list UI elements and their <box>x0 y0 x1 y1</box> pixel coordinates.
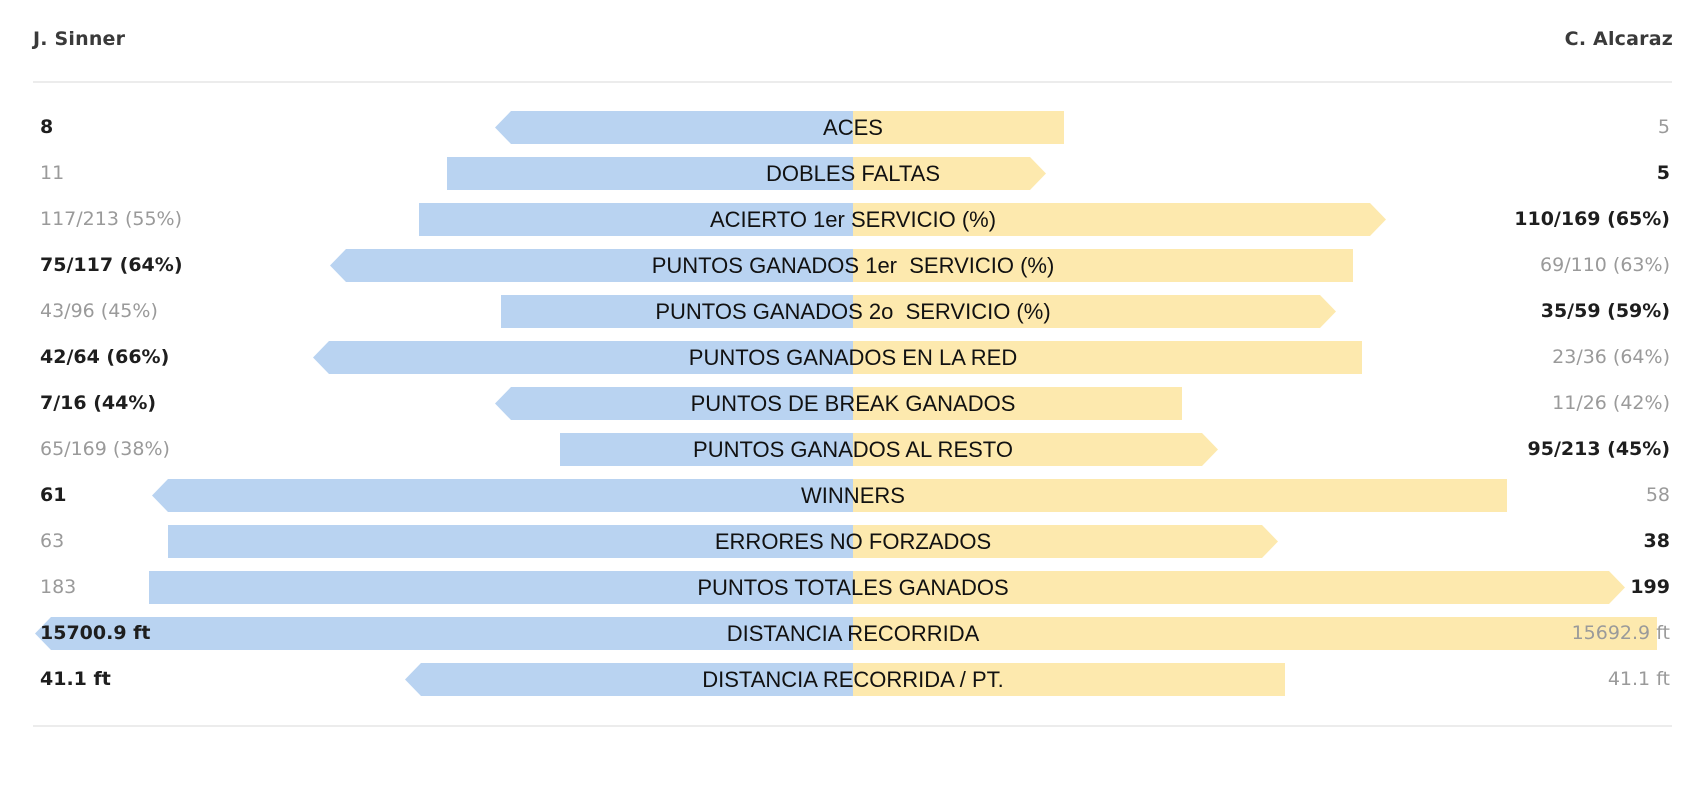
left-player-bar <box>152 479 853 512</box>
left-player-value: 75/117 (64%) <box>40 254 183 276</box>
footer-divider <box>33 725 1672 727</box>
left-player-value: 15700.9 ft <box>40 622 151 644</box>
right-player-value: 15692.9 ft <box>1571 622 1670 644</box>
left-player-bar <box>149 571 853 604</box>
stat-row: 61 WINNERS 58 <box>0 479 1706 512</box>
right-player-value: 199 <box>1630 576 1670 598</box>
right-player-bar <box>853 663 1285 696</box>
right-player-value: 35/59 (59%) <box>1540 300 1670 322</box>
right-player-bar <box>853 433 1218 466</box>
stat-row: 11 DOBLES FALTAS 5 <box>0 157 1706 190</box>
left-player-value: 43/96 (45%) <box>40 300 158 322</box>
stat-row: 43/96 (45%) PUNTOS GANADOS 2o SERVICIO (%… <box>0 295 1706 328</box>
stat-row: 65/169 (38%) PUNTOS GANADOS AL RESTO 95/21… <box>0 433 1706 466</box>
left-player-value: 63 <box>40 530 65 552</box>
right-player-bar <box>853 295 1336 328</box>
right-player-bar <box>853 249 1353 282</box>
stat-row: 63 ERRORES NO FORZADOS 38 <box>0 525 1706 558</box>
stat-row: 183 PUNTOS TOTALES GANADOS 199 <box>0 571 1706 604</box>
left-player-value: 11 <box>40 162 65 184</box>
left-player-bar <box>330 249 853 282</box>
left-player-bar <box>35 617 853 650</box>
stat-row: 117/213 (55%) ACIERTO 1er SERVICIO (%) 110… <box>0 203 1706 236</box>
stat-row: 75/117 (64%) PUNTOS GANADOS 1er SERVICIO … <box>0 249 1706 282</box>
stat-row: 15700.9 ft DISTANCIA RECORRIDA 15692.9 ft <box>0 617 1706 650</box>
left-player-bar <box>495 387 853 420</box>
right-player-bar <box>853 617 1657 650</box>
right-player-value: 23/36 (64%) <box>1552 346 1670 368</box>
stat-row: 7/16 (44%) PUNTOS DE BREAK GANADOS 11/26 (… <box>0 387 1706 420</box>
stat-row: 8 ACES 5 <box>0 111 1706 144</box>
left-player-value: 65/169 (38%) <box>40 438 170 460</box>
right-player-value: 58 <box>1645 484 1670 506</box>
left-player-value: 61 <box>40 484 67 506</box>
left-player-bar <box>501 295 853 328</box>
left-player-bar <box>495 111 853 144</box>
left-player-value: 42/64 (66%) <box>40 346 170 368</box>
right-player-bar <box>853 571 1625 604</box>
left-player-value: 7/16 (44%) <box>40 392 157 414</box>
right-player-bar <box>853 387 1182 420</box>
right-player-bar <box>853 111 1064 144</box>
header-divider <box>33 81 1672 83</box>
right-player-value: 69/110 (63%) <box>1540 254 1670 276</box>
right-player-value: 41.1 ft <box>1607 668 1670 690</box>
left-player-value: 183 <box>40 576 77 598</box>
left-player-value: 117/213 (55%) <box>40 208 183 230</box>
left-player-bar <box>168 525 853 558</box>
right-player-value: 11/26 (42%) <box>1552 392 1670 414</box>
right-player-bar <box>853 479 1507 512</box>
player-right-name: C. Alcaraz <box>1564 28 1673 50</box>
left-player-bar <box>447 157 853 190</box>
left-player-bar <box>560 433 853 466</box>
right-player-value: 5 <box>1657 116 1670 138</box>
right-player-value: 110/169 (65%) <box>1514 208 1670 230</box>
player-left-name: J. Sinner <box>33 28 126 50</box>
stat-row: 42/64 (66%) PUNTOS GANADOS EN LA RED 23/36… <box>0 341 1706 374</box>
left-player-bar <box>313 341 853 374</box>
right-player-value: 5 <box>1656 162 1670 184</box>
left-player-value: 41.1 ft <box>40 668 111 690</box>
right-player-bar <box>853 525 1278 558</box>
right-player-bar <box>853 157 1046 190</box>
left-player-bar <box>405 663 853 696</box>
right-player-bar <box>853 203 1386 236</box>
right-player-value: 95/213 (45%) <box>1527 438 1671 460</box>
right-player-value: 38 <box>1643 530 1670 552</box>
stat-row: 41.1 ft DISTANCIA RECORRIDA / PT. 41.1 ft <box>0 663 1706 696</box>
left-player-bar <box>419 203 853 236</box>
right-player-bar <box>853 341 1362 374</box>
left-player-value: 8 <box>40 116 54 138</box>
